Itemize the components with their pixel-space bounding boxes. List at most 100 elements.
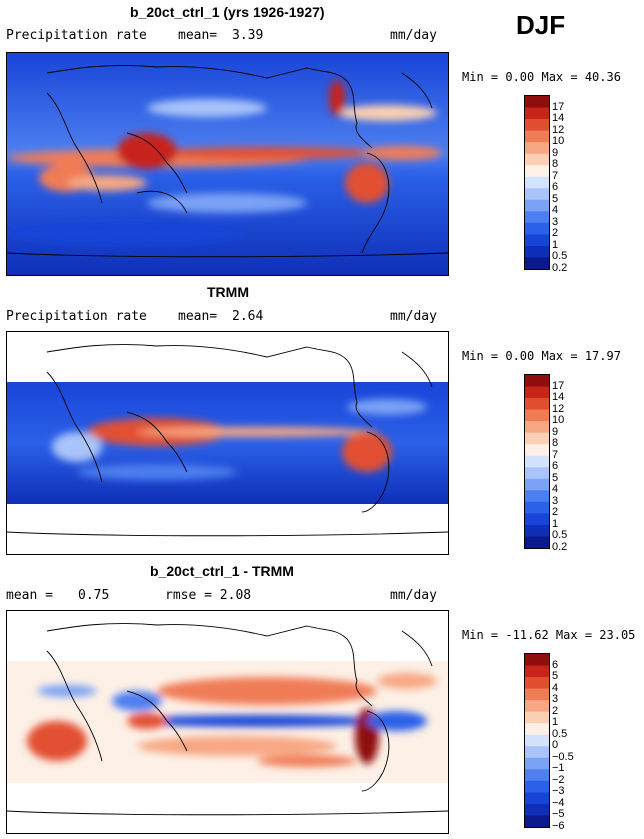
colorbar-tick-label: 4 (552, 681, 559, 694)
panel2-colorbar-swatches (525, 375, 549, 548)
panel2-title: TRMM (207, 284, 249, 300)
panel3-left-label: mean = (6, 588, 53, 603)
colorbar-tick-label: 5 (552, 670, 559, 683)
panel1-map-field (7, 53, 448, 275)
panel3-map-field (7, 611, 448, 833)
colorbar-tick-label: 9 (552, 425, 559, 438)
colorbar-tick-label: 9 (552, 146, 559, 159)
colorbar-tick-label: 8 (552, 158, 559, 171)
panel3-min-max: Min = -11.62 Max = 23.05 (462, 628, 636, 642)
colorbar-swatch (525, 153, 549, 166)
colorbar-tick-label: 3 (552, 215, 559, 228)
colorbar-swatch (525, 478, 549, 491)
colorbar-swatch (525, 665, 549, 678)
colorbar-tick-label: −5 (552, 808, 565, 821)
colorbar-tick-label: 14 (552, 112, 565, 125)
colorbar-tick-label: 6 (552, 460, 559, 473)
colorbar-tick-label: 7 (552, 169, 559, 182)
colorbar-tick-label: 0.5 (552, 727, 568, 740)
colorbar-swatch (525, 734, 549, 747)
panel1-mean-value: 3.39 (232, 28, 264, 43)
panel2-left-label: Precipitation rate (6, 309, 147, 324)
colorbar-swatch (525, 711, 549, 724)
colorbar-swatch (525, 513, 549, 526)
colorbar-swatch (525, 222, 549, 235)
colorbar-swatch (525, 409, 549, 422)
colorbar-swatch (525, 119, 549, 132)
colorbar-swatch (525, 536, 549, 548)
colorbar-tick-label: 2 (552, 227, 559, 240)
colorbar-tick-label: 1 (552, 716, 559, 729)
colorbar-tick-label: 10 (552, 414, 565, 427)
colorbar-tick-label: 0.5 (552, 529, 568, 542)
panel3-mean-label: 0.75 (78, 588, 110, 603)
colorbar-swatch (525, 769, 549, 782)
colorbar-tick-label: 4 (552, 483, 559, 496)
panel3-mean-value: rmse = 2.08 (165, 588, 252, 603)
colorbar-swatch (525, 524, 549, 537)
colorbar-tick-label: −1 (552, 762, 565, 775)
panel1-units: mm/day (390, 28, 437, 43)
panel1-title: b_20ct_ctrl_1 (yrs 1926-1927) (130, 4, 325, 20)
panel3-colorbar-swatches (525, 654, 549, 827)
colorbar-tick-label: 0.5 (552, 250, 568, 263)
colorbar-tick-label: −6 (552, 820, 565, 832)
colorbar-swatch (525, 211, 549, 224)
colorbar-swatch (525, 746, 549, 759)
colorbar-swatch (525, 199, 549, 212)
colorbar-swatch (525, 780, 549, 793)
colorbar-tick-label: 14 (552, 391, 565, 404)
colorbar-swatch (525, 257, 549, 269)
colorbar-tick-label: 0 (552, 739, 559, 752)
colorbar-tick-label: 8 (552, 437, 559, 450)
colorbar-swatch (525, 176, 549, 189)
colorbar-tick-label: 6 (552, 658, 559, 671)
colorbar-tick-label: 17 (552, 379, 565, 392)
panel3-units: mm/day (390, 588, 437, 603)
colorbar-swatch (525, 142, 549, 155)
colorbar-swatch (525, 723, 549, 736)
panel3-title: b_20ct_ctrl_1 - TRMM (150, 563, 294, 579)
colorbar-swatch (525, 700, 549, 713)
colorbar-tick-label: 6 (552, 181, 559, 194)
panel1-map (6, 52, 449, 276)
colorbar-swatch (525, 375, 549, 388)
colorbar-tick-label: −2 (552, 773, 565, 786)
colorbar-swatch (525, 455, 549, 468)
panel3-map (6, 610, 449, 834)
colorbar-tick-label: 12 (552, 402, 565, 415)
panel2-map (6, 331, 449, 555)
colorbar-swatch (525, 792, 549, 805)
colorbar-tick-label: 1 (552, 517, 559, 530)
season-label: DJF (516, 10, 566, 40)
colorbar-swatch (525, 654, 549, 667)
panel1-min-max: Min = 0.00 Max = 40.36 (462, 70, 621, 84)
panel2-colorbar (524, 374, 550, 549)
colorbar-tick-label: 12 (552, 123, 565, 136)
colorbar-tick-label: 2 (552, 506, 559, 519)
colorbar-tick-label: −3 (552, 785, 565, 798)
colorbar-tick-label: 0.2 (552, 541, 568, 553)
colorbar-tick-label: 2 (552, 704, 559, 717)
colorbar-tick-label: 17 (552, 100, 565, 113)
panel2-mean-label: mean= (178, 309, 218, 324)
colorbar-swatch (525, 107, 549, 120)
colorbar-tick-label: 5 (552, 471, 559, 484)
colorbar-swatch (525, 803, 549, 816)
colorbar-swatch (525, 96, 549, 109)
colorbar-swatch (525, 467, 549, 480)
panel1-left-label: Precipitation rate (6, 28, 147, 43)
colorbar-tick-label: 3 (552, 693, 559, 706)
colorbar-tick-label: 1 (552, 238, 559, 251)
colorbar-swatch (525, 757, 549, 770)
colorbar-tick-label: 4 (552, 204, 559, 217)
colorbar-swatch (525, 421, 549, 434)
colorbar-swatch (525, 234, 549, 247)
colorbar-swatch (525, 245, 549, 258)
colorbar-swatch (525, 677, 549, 690)
panel2-map-field (7, 332, 448, 554)
colorbar-tick-label: −0.5 (552, 750, 574, 763)
colorbar-tick-label: 3 (552, 494, 559, 507)
colorbar-tick-label: 10 (552, 135, 565, 148)
colorbar-tick-label: 7 (552, 448, 559, 461)
